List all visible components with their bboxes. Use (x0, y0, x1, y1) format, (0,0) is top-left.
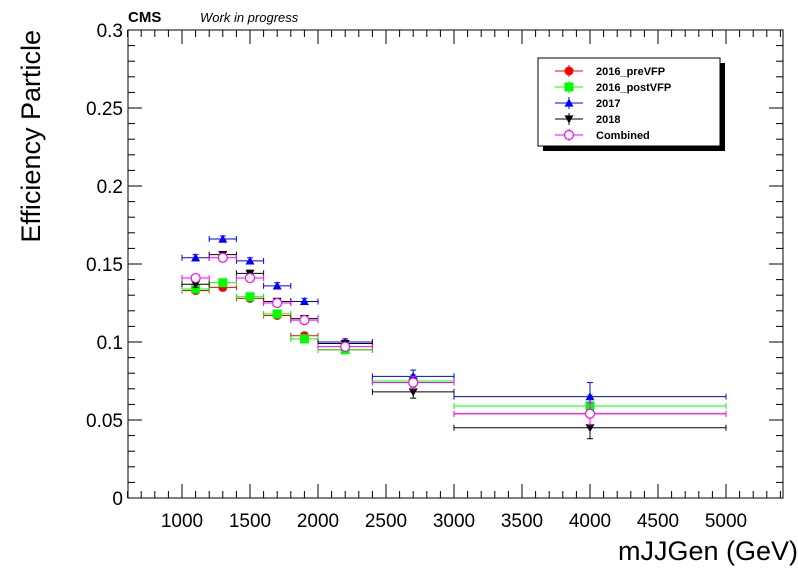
work-in-progress-label: Work in progress (200, 10, 299, 25)
legend-label: 2016_preVFP (596, 66, 665, 78)
x-tick-label: 2500 (365, 511, 407, 532)
legend-entry-2018: 2018 (555, 113, 620, 126)
marker-open-circle (584, 408, 596, 419)
y-axis-title: Efficiency Particle (16, 30, 46, 243)
x-tick-label: 4000 (569, 511, 611, 532)
marker-triangle-up (191, 253, 201, 262)
legend-label: Combined (596, 130, 650, 142)
marker-open-circle (340, 341, 351, 352)
marker-square (272, 309, 282, 319)
y-tick-label: 0.2 (97, 177, 123, 198)
x-tick-label: 1000 (161, 511, 203, 532)
legend-entry-Combined: Combined (555, 129, 650, 142)
y-tick-label: 0.1 (97, 333, 123, 354)
x-tick-label: 2000 (297, 511, 339, 532)
marker-triangle-up (585, 392, 595, 401)
cms-label: CMS (128, 9, 161, 26)
marker-open-circle (299, 315, 310, 326)
x-tick-label: 4500 (637, 511, 679, 532)
y-tick-label: 0.15 (86, 255, 123, 276)
marker-open-circle (272, 297, 283, 309)
plot-frame (127, 29, 784, 499)
axis-ticks (127, 29, 783, 499)
x-tick-labels: 1000 1500 2000 2500 3000 3500 4000 4500 5000 (161, 511, 747, 532)
marker-square (564, 82, 574, 92)
x-tick-label: 3500 (501, 511, 543, 532)
marker-triangle-up (272, 281, 282, 290)
marker-open-circle (408, 377, 419, 388)
y-tick-label: 0 (112, 489, 123, 510)
marker-triangle-up (218, 234, 228, 243)
legend-entry-2017: 2017 (555, 97, 620, 110)
marker-square (218, 278, 228, 288)
y-tick-labels: 0 0.05 0.1 0.15 0.2 0.25 0.3 (86, 21, 123, 510)
marker-triangle-down (191, 280, 201, 289)
legend-label: 2018 (596, 114, 620, 126)
x-tick-label: 5000 (705, 511, 747, 532)
legend-label: 2016_postVFP (596, 82, 671, 94)
marker-triangle-down (408, 388, 418, 397)
marker-square (191, 284, 201, 294)
series-Combined (181, 252, 727, 426)
marker-triangle-down (585, 424, 595, 433)
legend: 2016_preVFP 2016_postVFP 2017 2018 Combined (537, 57, 725, 151)
legend-entry-2016_preVFP: 2016_preVFP (555, 65, 665, 78)
y-tick-label: 0.05 (86, 411, 123, 432)
x-tick-label: 3000 (433, 511, 475, 532)
y-tick-label: 0.3 (97, 21, 123, 42)
marker-triangle-down (564, 115, 574, 124)
marker-triangle-up (245, 256, 255, 265)
marker-circle (564, 66, 574, 76)
y-tick-label: 0.25 (86, 99, 123, 120)
marker-triangle-up (299, 296, 309, 306)
legend-entry-2016_postVFP: 2016_postVFP (555, 81, 671, 94)
data-series (181, 234, 727, 440)
marker-open-circle (563, 129, 575, 141)
marker-open-circle (190, 272, 201, 284)
x-tick-label: 1500 (229, 511, 271, 532)
marker-square (245, 292, 255, 302)
marker-square (299, 334, 309, 344)
legend-label: 2017 (596, 98, 620, 110)
marker-open-circle (217, 252, 228, 263)
marker-open-circle (244, 272, 256, 284)
marker-triangle-up (564, 98, 574, 107)
x-axis-title: mJJGen (GeV) (618, 536, 798, 566)
